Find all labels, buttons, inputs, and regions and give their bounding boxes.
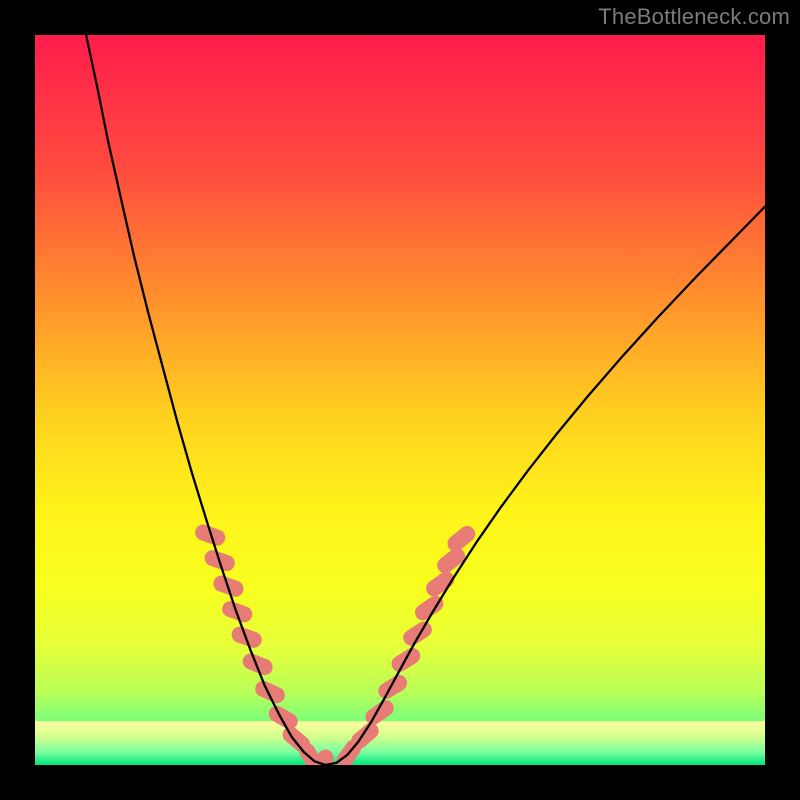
v-curve: [86, 35, 765, 765]
curve-marker: [241, 652, 274, 677]
curve-marker: [266, 704, 299, 732]
curve-marker: [376, 673, 409, 702]
curve-layer: [35, 35, 765, 765]
curve-marker: [363, 698, 396, 727]
marker-group: [194, 523, 478, 765]
curve-marker: [253, 679, 287, 705]
watermark-text: TheBottleneck.com: [598, 4, 790, 30]
plot-area: [35, 35, 765, 765]
chart-frame: TheBottleneck.com: [0, 0, 800, 800]
curve-marker: [424, 569, 457, 599]
curve-marker: [401, 619, 434, 648]
